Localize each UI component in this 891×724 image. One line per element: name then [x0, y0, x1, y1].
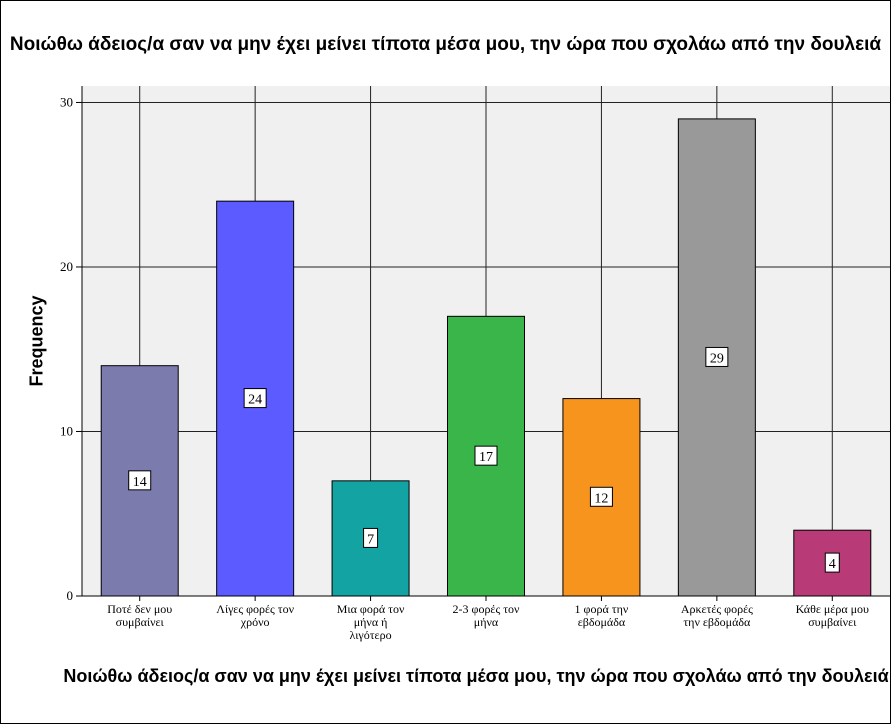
x-tick-label: εβδομάδα — [578, 615, 626, 629]
data-label: 17 — [479, 450, 493, 465]
data-label-box — [363, 527, 379, 548]
chart-title: Νοιώθω άδειος/α σαν να μην έχει μείνει τ… — [9, 34, 882, 55]
data-label: 24 — [248, 393, 262, 408]
data-label-box — [705, 346, 729, 367]
x-tick-label: Ποτέ δεν μου — [107, 602, 172, 616]
x-tick-label: Κάθε μέρα μου — [796, 602, 869, 616]
data-label-box — [128, 470, 152, 491]
y-tick-label: 20 — [60, 259, 73, 274]
x-tick-label: Μια φορά τον — [337, 602, 405, 616]
data-label: 14 — [133, 475, 147, 490]
x-tick-label: λιγότερο — [350, 628, 392, 642]
x-tick-label: 1 φορά την — [575, 602, 629, 616]
data-label: 7 — [367, 532, 374, 547]
x-tick-label: Λίγες φορές τον — [216, 602, 294, 616]
x-tick-label: συμβαίνει — [116, 615, 165, 629]
x-tick-label: 2-3 φορές τον — [453, 602, 521, 616]
data-label: 29 — [710, 351, 724, 366]
data-label: 4 — [829, 557, 836, 572]
y-tick-label: 0 — [67, 588, 74, 603]
x-tick-label: Αρκετές φορές — [681, 602, 753, 616]
x-tick-label: την εβδομάδα — [683, 615, 751, 629]
data-label-box — [589, 486, 613, 507]
data-label-box — [474, 445, 498, 466]
x-tick-label: χρόνο — [240, 615, 270, 629]
data-label-box — [243, 388, 267, 409]
data-label-box — [824, 552, 840, 573]
x-tick-label: μήνα — [474, 615, 499, 629]
x-axis-label: Νοιώθω άδειος/α σαν να μην έχει μείνει τ… — [63, 666, 889, 686]
data-label: 12 — [594, 491, 608, 506]
x-tick-label: μήνα ή — [354, 615, 388, 629]
y-tick-label: 10 — [60, 423, 73, 438]
x-tick-label: συμβαίνει — [808, 615, 857, 629]
y-tick-label: 30 — [60, 94, 73, 109]
